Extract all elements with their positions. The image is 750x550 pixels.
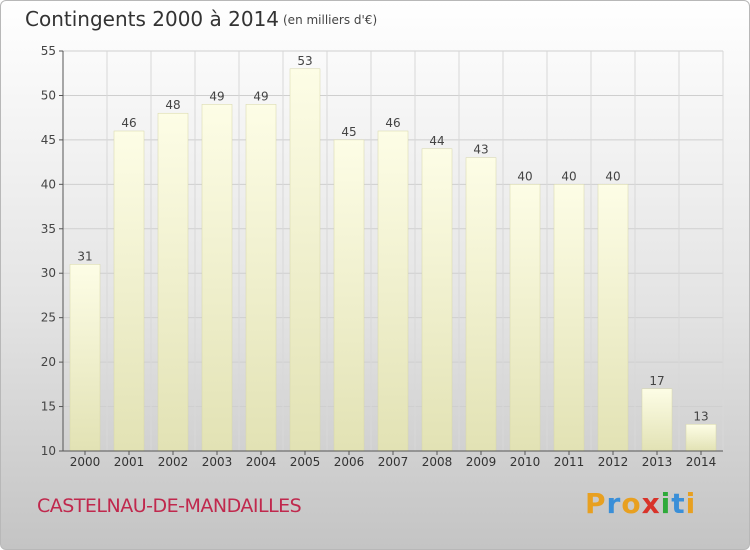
y-tick-label: 45 (41, 133, 56, 147)
bar-layer (69, 68, 717, 452)
y-tick-label: 25 (41, 311, 56, 325)
bar-2000 (69, 264, 101, 452)
bar-value-label: 40 (605, 169, 620, 183)
bar-value-label: 53 (297, 54, 312, 68)
bar-2005 (289, 68, 321, 452)
bar-value-label: 17 (649, 374, 664, 388)
y-tick-label: 50 (41, 88, 56, 102)
bar-value-label: 45 (341, 125, 356, 139)
x-tick-label: 2014 (686, 455, 717, 469)
x-tick-label: 2000 (70, 455, 101, 469)
x-tick-label: 2005 (290, 455, 321, 469)
bar-2009 (465, 157, 497, 452)
bar-2010 (509, 184, 541, 452)
y-tick-label: 35 (41, 222, 56, 236)
bar-value-label: 13 (693, 409, 708, 423)
x-tick-label: 2009 (466, 455, 497, 469)
logo-letter: o (621, 487, 642, 520)
bar-2008 (421, 148, 453, 452)
bar-2014 (685, 424, 717, 452)
x-tick-label: 2007 (378, 455, 409, 469)
bar-2011 (553, 184, 585, 452)
bar-value-label: 44 (429, 134, 444, 148)
bar-2001 (113, 130, 145, 452)
axis-layer: 10 15 20 25 30 35 40 45 50 55 2000 2001 2002 2003 2004… (41, 44, 723, 469)
logo-letter: P (585, 487, 607, 520)
bar-2013 (641, 388, 673, 452)
x-tick-label: 2013 (642, 455, 673, 469)
bar-value-label: 40 (517, 169, 532, 183)
logo-letter: i (660, 487, 672, 520)
x-tick-label: 2010 (510, 455, 541, 469)
x-tick-label: 2003 (202, 455, 233, 469)
bar-2003 (201, 104, 233, 452)
x-tick-label: 2012 (598, 455, 629, 469)
bar-value-label: 49 (209, 89, 224, 103)
bar-value-label: 46 (385, 116, 400, 130)
x-tick-label: 2006 (334, 455, 365, 469)
chart-subtitle: (en milliers d'€) (283, 13, 378, 27)
bar-2006 (333, 139, 365, 452)
bar-2002 (157, 112, 189, 452)
y-tick-label: 20 (41, 355, 56, 369)
y-tick-label: 30 (41, 266, 56, 280)
bar-2012 (597, 184, 629, 452)
bar-value-label: 48 (165, 98, 180, 112)
x-tick-label: 2004 (246, 455, 277, 469)
x-tick-label: 2002 (158, 455, 189, 469)
bar-value-label: 40 (561, 169, 576, 183)
label-layer: 31 46 48 49 49 53 45 46 44 43 40 40 40 17 13 (77, 54, 708, 424)
logo-letter: t (671, 487, 686, 520)
logo-letter: r (606, 487, 622, 520)
logo-letter: x (641, 487, 661, 520)
bar-2007 (377, 130, 409, 452)
bar-2004 (245, 104, 277, 452)
x-tick-label: 2011 (554, 455, 585, 469)
commune-name: CASTELNAU-DE-MANDAILLES (37, 495, 302, 517)
bar-value-label: 31 (77, 249, 92, 263)
x-tick-label: 2001 (114, 455, 145, 469)
proxiti-logo: Proxiti (585, 487, 696, 520)
y-tick-label: 15 (41, 400, 56, 414)
bar-value-label: 43 (473, 143, 488, 157)
y-tick-label: 55 (41, 44, 56, 58)
y-tick-label: 40 (41, 177, 56, 191)
logo-letter: i (685, 487, 697, 520)
bar-value-label: 49 (253, 89, 268, 103)
x-tick-label: 2008 (422, 455, 453, 469)
bar-value-label: 46 (121, 116, 136, 130)
chart-title: Contingents 2000 à 2014 (25, 7, 280, 31)
y-tick-label: 10 (41, 444, 56, 458)
